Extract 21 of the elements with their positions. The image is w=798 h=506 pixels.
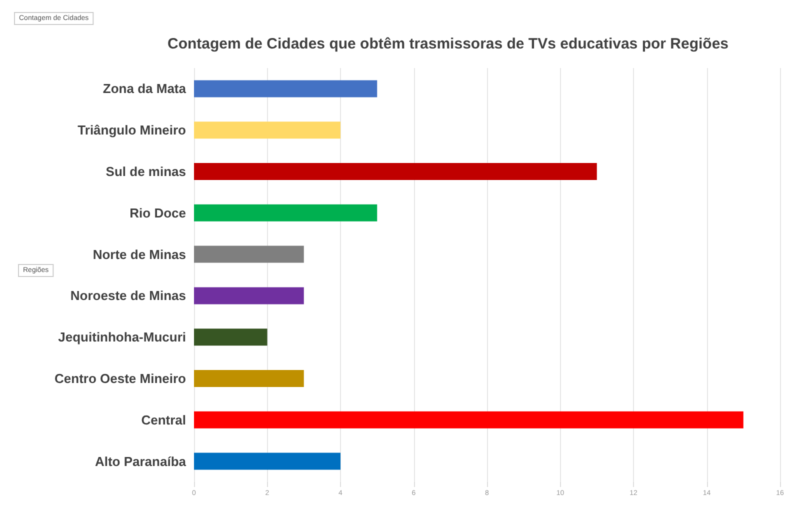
- y-tick-label: Noroeste de Minas: [70, 288, 186, 304]
- y-tick-label: Centro Oeste Mineiro: [54, 371, 186, 386]
- y-tick-label: Triângulo Mineiro: [78, 122, 186, 138]
- chart-title: Contagem de Cidades que obtêm trasmissoras de TVs educativas por Regiões: [168, 36, 728, 52]
- bar: [194, 246, 304, 263]
- y-tick-label: Zona da Mata: [102, 81, 187, 96]
- bar: [194, 204, 378, 222]
- bar: [194, 328, 268, 346]
- y-tick-label: Alto Paranaíba: [94, 454, 187, 469]
- bar: [194, 287, 304, 304]
- y-tick-label: Rio Doce: [130, 205, 186, 220]
- y-tick-label: Central: [141, 412, 186, 428]
- bar: [194, 122, 340, 139]
- bar: [194, 411, 744, 428]
- bar: [194, 80, 378, 98]
- bar: [194, 452, 340, 470]
- y-tick-label: Sul de minas: [106, 164, 186, 179]
- bar: [194, 370, 304, 387]
- bar: [194, 163, 597, 180]
- y-tick-label: Norte de Minas: [92, 246, 186, 262]
- y-tick-label: Jequitinhoha-Mucuri: [58, 330, 186, 345]
